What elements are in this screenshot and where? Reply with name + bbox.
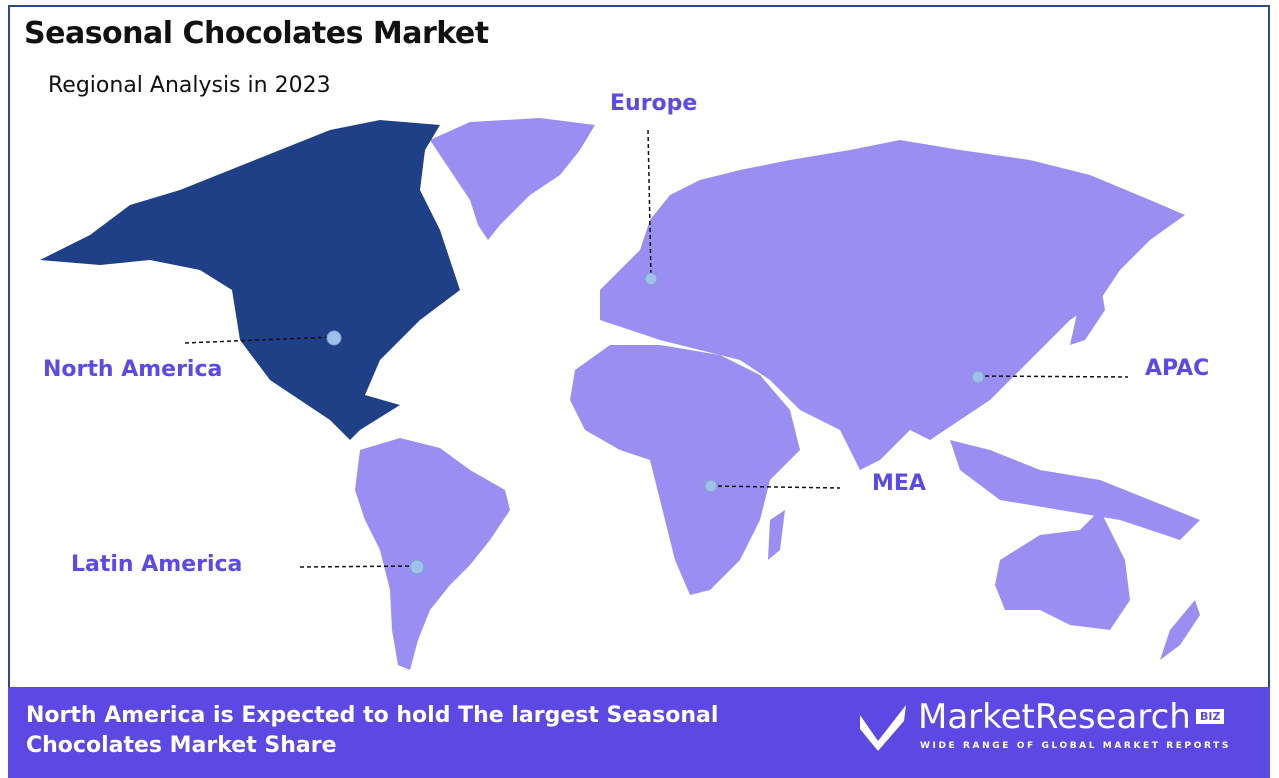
southeast-asia xyxy=(950,440,1200,540)
japan xyxy=(1070,280,1105,345)
world-map xyxy=(40,118,1200,670)
marker-north-america xyxy=(326,330,342,346)
europe-asia xyxy=(600,140,1185,470)
checkmark-logo-icon xyxy=(860,705,906,751)
infographic-frame xyxy=(8,5,1270,687)
new-zealand xyxy=(1160,600,1200,660)
marker-latin-america xyxy=(409,559,425,575)
leader-apac xyxy=(977,375,1129,378)
marker-apac xyxy=(971,370,985,384)
logo-tagline: WIDE RANGE OF GLOBAL MARKET REPORTS xyxy=(920,741,1231,751)
label-latin-america: Latin America xyxy=(71,552,243,577)
greenland xyxy=(430,118,595,240)
label-north-america: North America xyxy=(43,357,223,382)
australia xyxy=(995,510,1130,630)
leader-europe xyxy=(647,129,652,279)
leader-north-america xyxy=(184,336,334,344)
label-mea: MEA xyxy=(872,471,926,496)
logo-name: MarketResearch xyxy=(918,697,1191,737)
marker-mea xyxy=(704,479,718,493)
footer-banner: North America is Expected to hold The la… xyxy=(8,687,1270,778)
label-apac: APAC xyxy=(1145,356,1210,381)
marker-europe xyxy=(644,272,658,286)
logo-badge: BIZ xyxy=(1196,709,1225,724)
leader-mea xyxy=(710,485,841,489)
page-title: Seasonal Chocolates Market xyxy=(24,16,489,51)
madagascar xyxy=(768,510,785,560)
south-america xyxy=(355,438,510,670)
page-subtitle: Regional Analysis in 2023 xyxy=(48,73,331,98)
north-america xyxy=(40,120,460,440)
africa xyxy=(570,345,800,595)
footer-text: North America is Expected to hold The la… xyxy=(26,703,719,758)
leader-latin-america xyxy=(299,565,417,568)
label-europe: Europe xyxy=(610,91,698,116)
